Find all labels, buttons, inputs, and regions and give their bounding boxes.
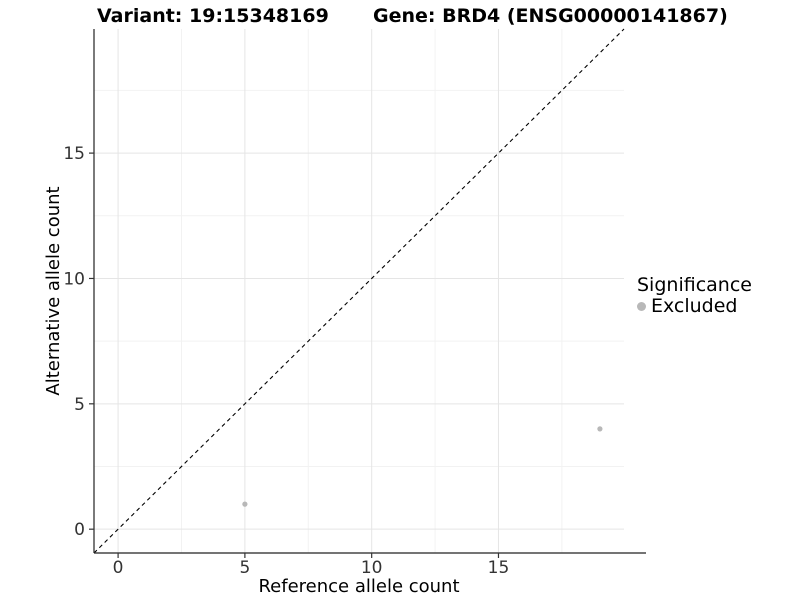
- x-tick-label: 5: [239, 558, 250, 578]
- y-tick-label: 5: [74, 395, 85, 415]
- plot-title-variant: Variant: 19:15348169: [97, 5, 329, 27]
- legend-item-excluded: Excluded: [637, 296, 752, 316]
- y-tick-label: 0: [74, 520, 85, 540]
- x-axis-title: Reference allele count: [0, 577, 800, 597]
- x-axis-title-text: Reference allele count: [258, 576, 460, 597]
- y-tick-label: 15: [63, 144, 85, 164]
- plot-title-gene: Gene: BRD4 (ENSG00000141867): [373, 5, 728, 27]
- data-point: [242, 501, 248, 507]
- identity-dashed-line: [93, 28, 625, 554]
- x-tick-label: 15: [488, 558, 510, 578]
- x-tick-label: 0: [113, 558, 124, 578]
- legend: Significance Excluded: [637, 274, 752, 316]
- legend-item-label: Excluded: [651, 295, 738, 317]
- x-tick-label: 10: [361, 558, 383, 578]
- y-tick-label: 10: [63, 269, 85, 289]
- legend-title: Significance: [637, 274, 752, 296]
- data-point: [597, 426, 603, 432]
- y-axis-title: Alternative allele count: [43, 186, 64, 396]
- excluded-point-icon: [637, 301, 646, 311]
